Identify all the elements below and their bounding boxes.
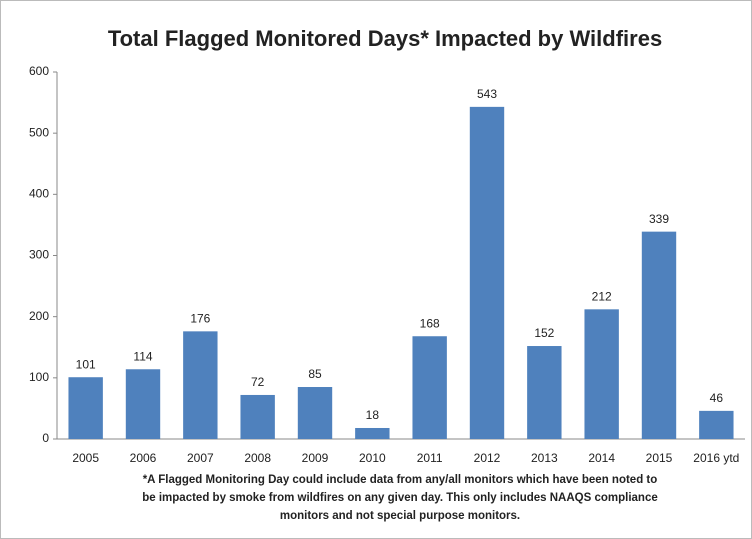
data-label: 18	[366, 408, 380, 422]
y-tick-label: 200	[29, 309, 49, 323]
bar	[699, 410, 734, 439]
y-tick-label: 300	[29, 248, 49, 262]
data-label: 85	[308, 367, 322, 381]
bar	[125, 369, 161, 439]
x-tick-label: 2007	[187, 451, 214, 465]
footnote: be impacted by smoke from wildfires on a…	[142, 492, 658, 504]
chart-title: Total Flagged Monitored Days* Impacted b…	[108, 26, 662, 51]
x-tick-label: 2013	[531, 451, 558, 465]
bar	[412, 336, 447, 439]
y-tick-label: 400	[29, 187, 49, 201]
footnote: monitors and not special purpose monitor…	[280, 510, 520, 522]
bar	[527, 346, 562, 439]
x-tick-label: 2015	[646, 451, 673, 465]
data-label: 46	[710, 391, 724, 405]
x-tick-label: 2012	[474, 451, 501, 465]
x-tick-label: 2006	[130, 451, 157, 465]
bar	[355, 427, 390, 439]
bar	[183, 331, 218, 439]
bar	[68, 377, 103, 439]
x-tick-label: 2008	[244, 451, 271, 465]
y-tick-label: 100	[29, 370, 49, 384]
bar	[469, 106, 505, 440]
x-tick-label: 2014	[588, 451, 615, 465]
data-label: 339	[649, 212, 669, 226]
x-tick-label: 2010	[359, 451, 386, 465]
data-label: 212	[592, 289, 612, 303]
data-label: 176	[190, 312, 210, 326]
y-tick-label: 500	[29, 125, 49, 139]
data-label: 101	[76, 357, 96, 371]
x-tick-label: 2005	[72, 451, 99, 465]
bar	[240, 394, 275, 439]
data-label: 114	[133, 349, 152, 363]
x-tick-label: 2016 ytd	[693, 451, 739, 465]
data-label: 152	[534, 326, 554, 340]
x-tick-label: 2011	[417, 451, 443, 465]
x-tick-label: 2009	[302, 451, 329, 465]
footnote: *A Flagged Monitoring Day could include …	[143, 474, 658, 486]
bar	[641, 231, 677, 439]
data-label: 543	[477, 87, 497, 101]
bar	[584, 309, 619, 439]
bar	[297, 387, 333, 439]
data-label: 168	[420, 316, 440, 330]
y-tick-label: 600	[29, 64, 49, 78]
y-tick-label: 0	[42, 431, 49, 445]
data-label: 72	[251, 375, 265, 389]
